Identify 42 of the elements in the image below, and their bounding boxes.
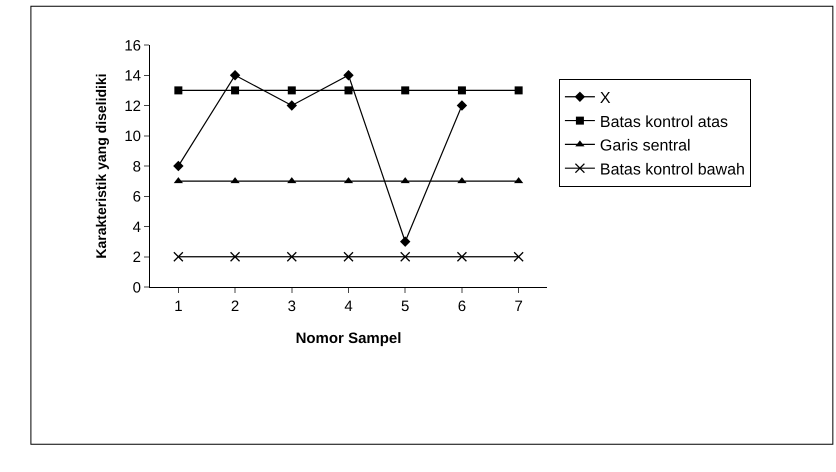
legend-label: Garis sentral — [600, 138, 691, 155]
point — [456, 252, 468, 262]
x-tick-label: 7 — [514, 298, 523, 315]
point — [456, 100, 468, 111]
point — [286, 100, 297, 111]
y-tick-label: 0 — [132, 279, 141, 296]
y-tick-label: 2 — [132, 249, 141, 266]
legend-label: X — [600, 90, 611, 108]
y-tick-label: 12 — [124, 98, 141, 115]
y-tick-label: 8 — [132, 158, 141, 176]
y-axis-title: Karakteristik yang diselidiki — [92, 73, 109, 259]
point — [286, 252, 297, 262]
point — [400, 252, 410, 262]
x-axis-title: Nomor Sampel — [296, 330, 402, 347]
point — [344, 86, 352, 94]
x-tick-label: 3 — [288, 298, 296, 315]
point — [401, 86, 410, 94]
x-tick-label: 1 — [174, 298, 183, 315]
x-tick-label: 4 — [344, 298, 353, 315]
point — [288, 86, 296, 94]
legend-label: Batas kontrol atas — [600, 114, 728, 131]
point — [343, 252, 354, 262]
y-tick-label: 14 — [124, 68, 141, 84]
point — [230, 70, 240, 80]
y-tick-label: 4 — [132, 218, 141, 236]
x-tick-label: 2 — [230, 298, 240, 315]
point — [174, 86, 182, 94]
point — [343, 70, 354, 80]
point — [173, 252, 184, 262]
legend-label: Batas kontrol bawah — [600, 161, 745, 178]
point — [400, 236, 410, 247]
x-tick-label: 5 — [401, 298, 410, 315]
x-tick-label: 6 — [458, 298, 466, 315]
point — [231, 86, 240, 94]
y-tick-label: 10 — [124, 128, 141, 145]
y-tick-label: 16 — [124, 37, 141, 54]
point — [514, 86, 523, 94]
point — [173, 160, 184, 172]
y-tick-label: 6 — [132, 188, 141, 206]
point — [513, 252, 524, 262]
point — [230, 252, 240, 262]
point — [458, 86, 466, 94]
